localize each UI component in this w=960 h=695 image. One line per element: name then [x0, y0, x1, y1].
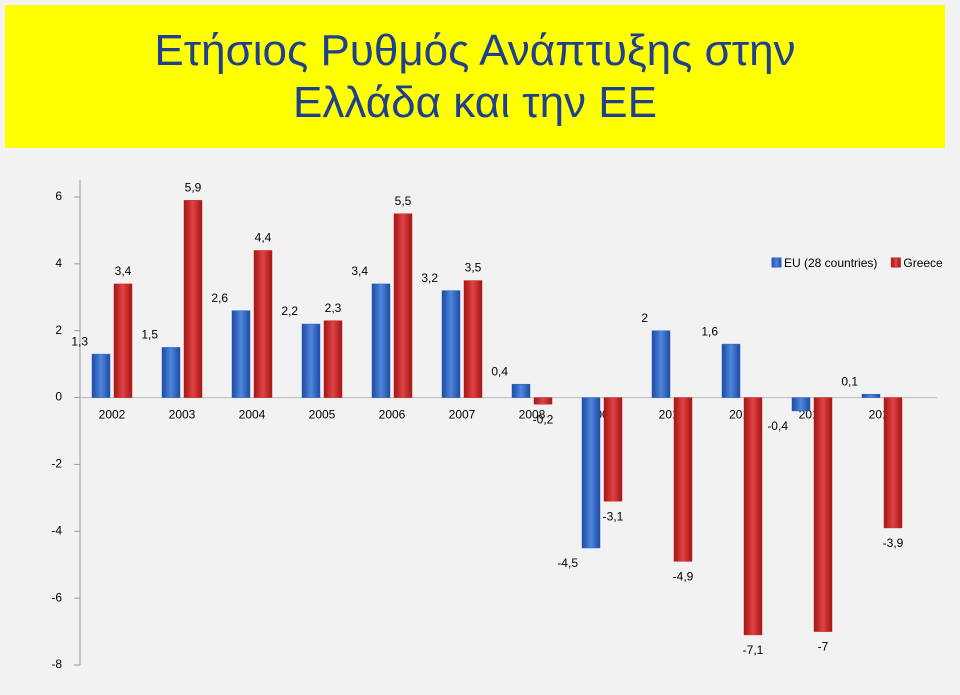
- data-label: -0,4: [767, 419, 788, 433]
- bar: [463, 280, 483, 398]
- data-label: 2: [641, 311, 648, 325]
- legend-swatch: [771, 257, 782, 268]
- y-tick-label: -2: [51, 457, 62, 471]
- bar: [813, 397, 833, 632]
- data-label: 1,6: [701, 324, 718, 338]
- bar: [441, 290, 461, 398]
- x-tick-label: 2002: [99, 408, 126, 422]
- data-label: 3,4: [351, 264, 368, 278]
- title-box: Ετήσιος Ρυθμός Ανάπτυξης στην Ελλάδα και…: [5, 5, 945, 148]
- bar: [883, 397, 903, 529]
- data-label: 2,2: [281, 304, 298, 318]
- bar: [743, 397, 763, 636]
- data-label: -3,9: [883, 536, 904, 550]
- bar: [651, 330, 671, 398]
- bar: [371, 283, 391, 398]
- data-label: 4,4: [255, 231, 272, 245]
- data-label: 3,5: [465, 261, 482, 275]
- y-tick-label: -6: [51, 590, 62, 604]
- legend-swatch: [890, 257, 901, 268]
- data-label: -4,5: [557, 556, 578, 570]
- data-label: 3,2: [421, 271, 438, 285]
- y-tick-label: 2: [55, 323, 62, 337]
- data-label: 1,3: [71, 334, 88, 348]
- data-label: 2,3: [325, 301, 342, 315]
- x-tick-label: 2006: [379, 408, 406, 422]
- y-tick-label: 0: [55, 390, 62, 404]
- data-label: 1,5: [141, 328, 158, 342]
- x-tick-label: 2004: [239, 408, 266, 422]
- bar: [581, 397, 601, 549]
- legend-label: EU (28 countries): [784, 256, 877, 270]
- data-label: -7: [818, 640, 829, 654]
- bar: [113, 283, 133, 398]
- bar: [721, 343, 741, 398]
- bar: [91, 353, 111, 398]
- bar: [231, 310, 251, 398]
- bar: [161, 347, 181, 398]
- bar: [673, 397, 693, 562]
- data-label: 0,1: [841, 374, 858, 388]
- bar: [301, 323, 321, 398]
- bar: [861, 393, 881, 398]
- data-label: 5,9: [185, 181, 202, 195]
- x-tick-label: 2005: [309, 408, 336, 422]
- chart-title: Ετήσιος Ρυθμός Ανάπτυξης στην Ελλάδα και…: [154, 25, 796, 127]
- y-tick-label: -4: [51, 523, 62, 537]
- data-label: 5,5: [395, 194, 412, 208]
- data-label: -7,1: [743, 643, 764, 657]
- data-label: -3,1: [603, 509, 624, 523]
- bar: [603, 397, 623, 502]
- data-label: -0,2: [533, 412, 554, 426]
- bar: [393, 213, 413, 398]
- bar: [183, 200, 203, 398]
- bar: [253, 250, 273, 398]
- x-tick-label: 2003: [169, 408, 196, 422]
- y-tick-label: -8: [51, 657, 62, 671]
- x-tick-label: 2008: [519, 408, 546, 422]
- legend-label: Greece: [903, 256, 943, 270]
- y-tick-label: 6: [55, 189, 62, 203]
- data-label: 0,4: [491, 364, 508, 378]
- data-label: 2,6: [211, 291, 228, 305]
- y-tick-label: 4: [55, 256, 62, 270]
- data-label: -4,9: [673, 570, 694, 584]
- bar: [511, 383, 531, 398]
- bar: [533, 397, 553, 405]
- data-label: 3,4: [115, 264, 132, 278]
- bar: [323, 320, 343, 398]
- x-tick-label: 2007: [449, 408, 476, 422]
- bar: [791, 397, 811, 412]
